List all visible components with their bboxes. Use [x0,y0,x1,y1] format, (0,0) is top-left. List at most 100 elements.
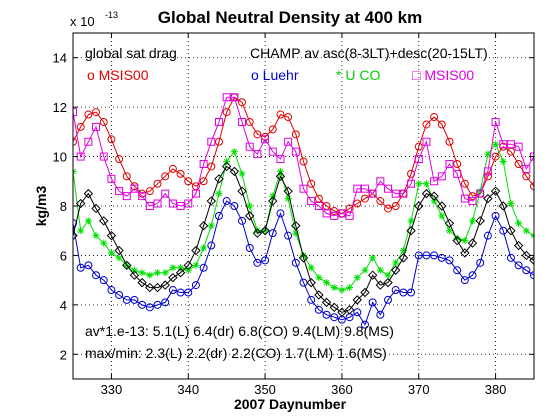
data-point-4 [360,184,369,193]
data-point-3 [268,196,278,206]
data-point-0 [222,108,231,117]
data-point-4 [506,140,515,149]
data-point-4 [384,184,393,193]
data-point-2 [353,274,361,282]
data-point-1 [76,263,85,272]
data-point-2 [269,192,277,200]
data-point-1 [460,276,469,285]
data-point-1 [99,276,108,285]
data-point-4 [491,117,500,126]
data-point-3 [513,240,524,251]
data-point-3 [99,216,109,226]
data-point-3 [291,221,301,231]
data-point-0 [376,197,385,206]
data-point-1 [222,197,231,206]
data-point-0 [107,135,116,144]
data-point-4 [214,117,223,126]
data-point-2 [515,219,523,227]
data-point-1 [161,298,170,307]
data-point-4 [522,164,531,173]
data-point-4 [268,147,277,156]
data-point-4 [291,147,300,156]
data-point-1 [84,261,93,270]
data-point-4 [460,194,469,203]
data-point-3 [152,282,163,293]
data-point-3 [129,270,140,280]
series-line-3 [73,165,534,313]
data-point-2 [230,148,238,156]
data-point-1 [107,286,116,295]
data-point-0 [176,169,185,178]
data-point-4 [391,189,400,198]
data-point-2 [77,227,85,235]
data-point-1 [199,263,208,272]
data-point-3 [390,265,401,275]
data-point-1 [122,295,131,304]
data-point-4 [207,137,216,146]
data-point-2 [215,190,223,198]
data-point-3 [483,193,493,204]
data-point-3 [283,186,293,196]
data-point-1 [291,258,300,267]
data-point-1 [483,231,492,240]
data-point-1 [176,288,185,297]
stats-maxmin-line: max/min: 2.3(L) 2.2(dr) 2.2(CO) 1.7(LM) … [85,345,387,361]
data-point-4 [161,189,170,198]
data-point-1 [322,310,331,319]
data-point-2 [192,261,200,269]
data-point-1 [414,251,423,260]
data-point-3 [498,201,508,211]
data-point-3 [337,307,347,317]
data-point-3 [437,201,447,211]
data-point-1 [115,290,124,299]
data-point-1 [445,256,454,265]
data-point-4 [176,202,185,210]
series-line-4 [73,96,534,217]
data-point-4 [476,189,485,198]
data-point-4 [514,142,523,151]
data-point-1 [522,266,531,275]
data-point-1 [130,295,139,304]
data-point-0 [115,155,124,164]
data-point-0 [514,159,523,168]
data-point-2 [184,266,192,274]
x-tick-label: 340 [177,382,199,397]
data-point-2 [115,254,123,262]
data-point-1 [506,253,515,262]
data-point-1 [330,313,339,322]
data-point-2 [392,259,400,267]
y-tick-label: 14 [53,51,67,66]
data-point-1 [399,288,408,297]
data-point-4 [414,155,423,164]
data-point-3 [521,250,532,261]
data-point-0 [145,187,154,196]
series-line-1 [73,200,534,326]
data-point-0 [414,142,423,151]
data-point-4 [191,189,200,198]
data-point-4 [337,209,346,218]
data-point-0 [73,137,77,146]
data-point-1 [476,258,485,267]
data-point-3 [475,216,485,226]
data-point-3 [460,248,470,258]
data-point-1 [191,281,200,290]
data-point-0 [238,98,247,107]
data-point-4 [238,117,247,126]
data-point-2 [476,187,484,195]
data-point-2 [284,195,292,203]
data-point-4 [276,155,285,164]
data-point-3 [375,280,386,290]
data-point-4 [453,169,462,178]
axis-ticks: 330 340 350 360 370 380 2 4 6 8 10 12 14 [53,33,534,397]
data-point-1 [245,244,254,253]
data-point-4 [445,159,454,168]
header-right-label: CHAMP av asc(8-3LT)+desc(20-15LT) [250,45,488,61]
data-point-1 [314,305,323,314]
data-point-2 [238,170,246,178]
data-point-3 [467,238,478,248]
data-point-0 [184,177,193,186]
data-point-3 [275,171,286,182]
data-point-4 [84,137,93,146]
data-point-1 [514,261,523,270]
